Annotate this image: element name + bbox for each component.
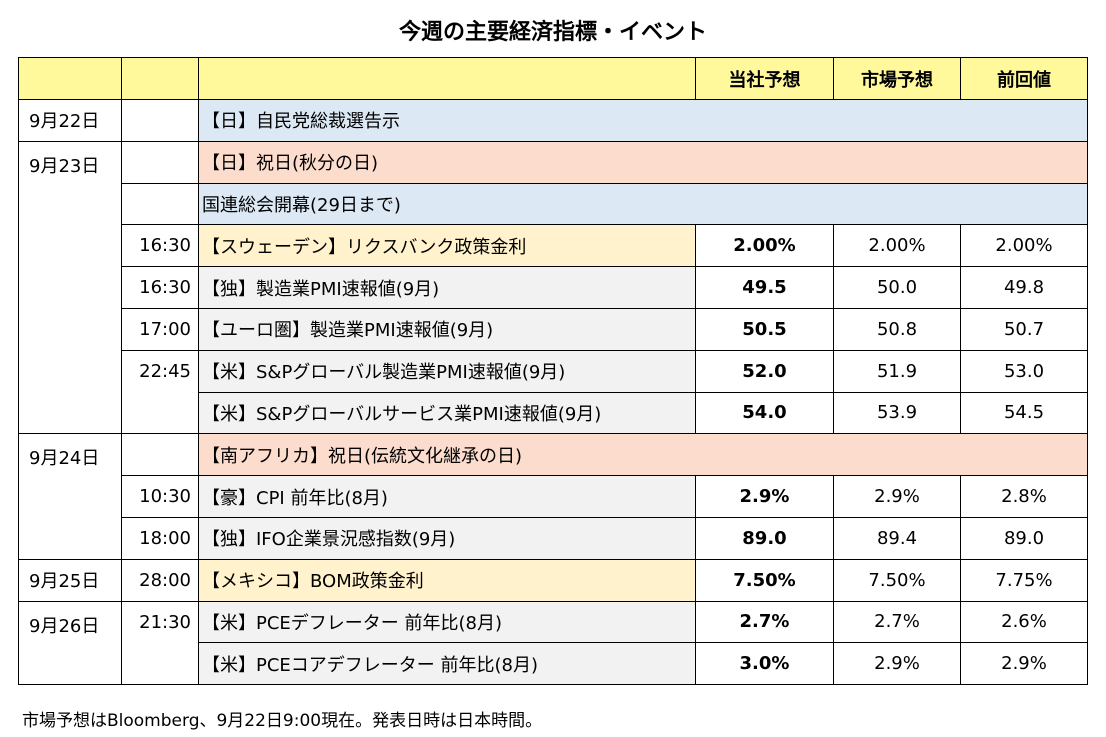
event-cell: 【米】S&Pグローバルサービス業PMI速報値(9月) <box>198 391 696 435</box>
previous-cell: 50.7 <box>960 307 1088 351</box>
market-cell: 2.9% <box>833 642 961 686</box>
market-cell: 2.7% <box>833 600 961 644</box>
date-cell: 9月23日 <box>18 140 122 435</box>
event-cell: 【米】PCEデフレーター 前年比(8月) <box>198 600 696 644</box>
table-row: 9月24日 【南アフリカ】祝日(伝統文化継承の日) <box>18 433 1088 560</box>
table-row: 18:00 【独】IFO企業景況感指数(9月) 89.0 89.4 89.0 <box>19 516 1088 560</box>
previous-cell: 53.0 <box>960 349 1088 393</box>
ours-cell: 89.0 <box>695 516 834 560</box>
table-row: 9月23日 【日】祝日(秋分の日) <box>18 140 1088 435</box>
event-cell: 【豪】CPI 前年比(8月) <box>198 475 696 518</box>
event-cell: 【米】S&Pグローバル製造業PMI速報値(9月) <box>198 349 696 393</box>
ours-cell: 52.0 <box>695 349 834 393</box>
ours-cell: 2.7% <box>695 600 834 644</box>
market-cell: 2.00% <box>833 224 961 268</box>
previous-cell: 7.75% <box>960 558 1088 602</box>
table-row: 国連総会開幕(29日まで) <box>19 182 1088 226</box>
page-title: 今週の主要経済指標・イベント <box>398 20 707 45</box>
ours-cell: 2.9% <box>695 475 834 518</box>
table-header-row: 当社予想 市場予想 前回値 <box>18 57 1088 100</box>
previous-cell: 89.0 <box>960 516 1088 560</box>
header-date-cell <box>18 57 122 100</box>
date-cell: 9月25日 <box>18 558 122 602</box>
time-cell <box>121 140 199 184</box>
table-row: 16:30 【独】製造業PMI速報値(9月) 49.5 50.0 49.8 <box>19 266 1088 309</box>
time-cell: 10:30 <box>121 475 199 518</box>
header-market: 市場予想 <box>833 57 961 100</box>
previous-cell: 49.8 <box>960 266 1088 309</box>
event-cell: 【米】PCEコアデフレーター 前年比(8月) <box>198 642 696 686</box>
market-cell: 50.0 <box>833 266 961 309</box>
event-cell: 【南アフリカ】祝日(伝統文化継承の日) <box>198 433 1088 477</box>
market-cell: 50.8 <box>833 307 961 351</box>
header-previous: 前回値 <box>960 57 1088 100</box>
header-time-cell <box>121 57 199 100</box>
time-cell: 21:30 <box>121 600 199 686</box>
previous-cell: 2.8% <box>960 475 1088 518</box>
time-cell: 16:30 <box>121 266 199 309</box>
market-cell: 7.50% <box>833 558 961 602</box>
footnote: 市場予想はBloomberg、9月22日9:00現在。発表日時は日本時間。 <box>22 711 543 731</box>
event-cell: 【日】自民党総裁選告示 <box>198 99 1088 142</box>
ours-cell: 50.5 <box>695 307 834 351</box>
header-event-cell <box>198 57 696 100</box>
header-ours: 当社予想 <box>695 57 834 100</box>
event-cell: 【スウェーデン】リクスバンク政策金利 <box>198 224 696 268</box>
date-cell: 9月26日 <box>18 600 122 686</box>
date-cell: 9月22日 <box>18 99 122 142</box>
ours-cell: 2.00% <box>695 224 834 268</box>
market-cell: 53.9 <box>833 391 961 435</box>
ours-cell: 7.50% <box>695 558 834 602</box>
market-cell: 2.9% <box>833 475 961 518</box>
table-row: 【米】PCEコアデフレーター 前年比(8月) 3.0% 2.9% 2.9% <box>19 642 1088 686</box>
time-cell <box>121 99 199 142</box>
time-cell <box>121 182 199 226</box>
table-row: 10:30 【豪】CPI 前年比(8月) 2.9% 2.9% 2.8% <box>19 475 1088 518</box>
date-cell: 9月24日 <box>18 433 122 560</box>
event-cell: 【独】IFO企業景況感指数(9月) <box>198 516 696 560</box>
event-cell: 【メキシコ】BOM政策金利 <box>198 558 696 602</box>
previous-cell: 54.5 <box>960 391 1088 435</box>
table-row: 22:45 【米】S&Pグローバル製造業PMI速報値(9月) 52.0 51.9… <box>19 349 1088 435</box>
schedule-table: 当社予想 市場予想 前回値 9月22日 【日】自民党総裁選告示 9月23日 【日… <box>18 57 1088 686</box>
table-row: 【米】S&Pグローバルサービス業PMI速報値(9月) 54.0 53.9 54.… <box>19 391 1088 435</box>
time-cell: 16:30 <box>121 224 199 268</box>
ours-cell: 49.5 <box>695 266 834 309</box>
event-cell: 【ユーロ圏】製造業PMI速報値(9月) <box>198 307 696 351</box>
table-row: 17:00 【ユーロ圏】製造業PMI速報値(9月) 50.5 50.8 50.7 <box>19 307 1088 351</box>
table-row: 9月26日 21:30 【米】PCEデフレーター 前年比(8月) 2.7% 2.… <box>18 600 1088 686</box>
table-row: 9月25日 28:00 【メキシコ】BOM政策金利 7.50% 7.50% 7.… <box>18 558 1088 602</box>
previous-cell: 2.00% <box>960 224 1088 268</box>
event-cell: 【日】祝日(秋分の日) <box>198 140 1088 184</box>
market-cell: 89.4 <box>833 516 961 560</box>
event-cell: 【独】製造業PMI速報値(9月) <box>198 266 696 309</box>
ours-cell: 3.0% <box>695 642 834 686</box>
time-cell <box>121 433 199 477</box>
previous-cell: 2.6% <box>960 600 1088 644</box>
table-row: 16:30 【スウェーデン】リクスバンク政策金利 2.00% 2.00% 2.0… <box>19 224 1088 268</box>
time-cell: 28:00 <box>121 558 199 602</box>
table-row: 9月22日 【日】自民党総裁選告示 <box>18 99 1088 142</box>
market-cell: 51.9 <box>833 349 961 393</box>
previous-cell: 2.9% <box>960 642 1088 686</box>
ours-cell: 54.0 <box>695 391 834 435</box>
time-cell: 22:45 <box>121 349 199 435</box>
time-cell: 17:00 <box>121 307 199 351</box>
event-cell: 国連総会開幕(29日まで) <box>198 182 1088 226</box>
time-cell: 18:00 <box>121 516 199 560</box>
